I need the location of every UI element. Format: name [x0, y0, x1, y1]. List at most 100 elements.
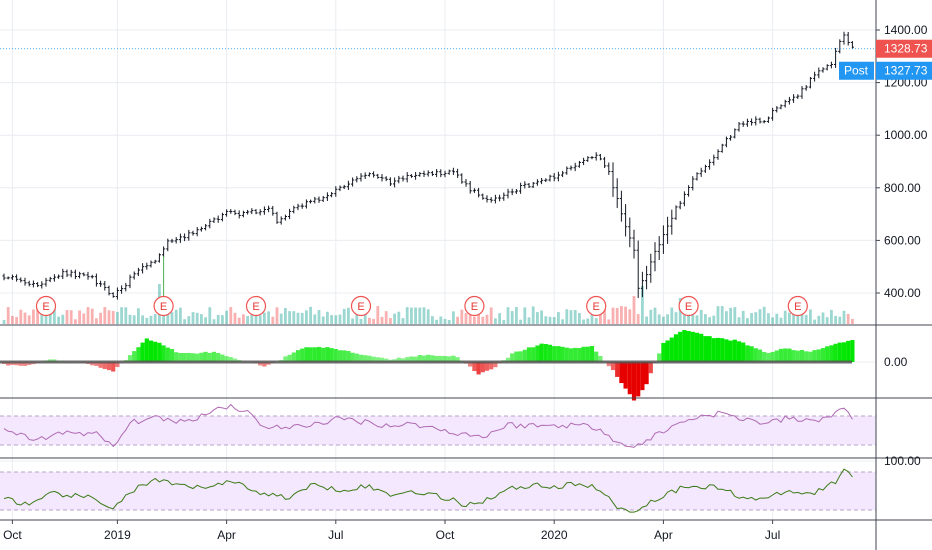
volume-bar-4	[19, 310, 22, 324]
volume-bar-146	[616, 308, 619, 324]
volume-bar-196	[826, 317, 829, 324]
volume-bar-97	[410, 308, 413, 324]
volume-bar-23	[99, 313, 102, 324]
volume-bar-92	[389, 318, 392, 324]
macd-bar-199	[838, 343, 842, 362]
macd-bar-133	[561, 347, 565, 362]
earnings-marker-label-3: E	[357, 301, 364, 313]
macd-bar-159	[670, 338, 674, 362]
volume-bar-74	[313, 314, 316, 324]
volume-bar-76	[322, 316, 325, 324]
volume-bar-18	[78, 310, 81, 324]
macd-bar-130	[548, 345, 552, 362]
macd-bar-139	[586, 347, 590, 362]
volume-bar-57	[242, 314, 245, 324]
volume-bar-26	[112, 311, 115, 324]
volume-bar-149	[628, 309, 631, 324]
volume-bar-167	[704, 314, 707, 324]
volume-bar-133	[561, 319, 564, 324]
volume-bar-169	[712, 316, 715, 324]
macd-bar-128	[540, 344, 544, 362]
volume-bar-42	[179, 308, 182, 324]
macd-bar-125	[527, 347, 531, 362]
macd-bar-35	[149, 341, 153, 362]
volume-bar-183	[771, 317, 774, 324]
macd-bar-122	[514, 352, 518, 362]
macd-bar-127	[535, 345, 539, 362]
volume-bar-137	[578, 313, 581, 324]
volume-bar-73	[309, 307, 312, 324]
volume-bar-78	[330, 315, 333, 324]
volume-bar-45	[192, 312, 195, 324]
x-tick-label-4: Oct	[436, 528, 455, 542]
volume-bar-144	[607, 319, 610, 324]
volume-bar-128	[540, 310, 543, 324]
macd-bar-175	[737, 341, 741, 362]
macd-bar-187	[787, 349, 791, 362]
x-tick-label-1: 2019	[104, 528, 131, 542]
volume-bar-51	[217, 315, 220, 324]
volume-bar-151	[637, 314, 640, 324]
volume-bar-34	[145, 318, 148, 324]
volume-bar-116	[490, 307, 493, 324]
volume-bar-122	[515, 307, 518, 324]
x-tick-label-5: 2020	[541, 528, 568, 542]
volume-bar-114	[481, 317, 484, 324]
volume-bar-69	[292, 311, 295, 324]
macd-bar-163	[687, 331, 691, 362]
volume-bar-67	[284, 308, 287, 324]
macd-bar-126	[531, 347, 535, 362]
volume-bar-162	[683, 315, 686, 324]
macd-bar-190	[800, 350, 804, 362]
y-tick-label-0: 1400.00	[884, 23, 928, 37]
volume-bar-129	[544, 316, 547, 324]
macd-bar-136	[573, 348, 577, 362]
volume-bar-44	[187, 316, 190, 324]
macd-bar-198	[834, 344, 838, 362]
volume-bar-5	[24, 313, 27, 324]
volume-bar-53	[225, 311, 228, 324]
volume-bar-90	[381, 317, 384, 324]
macd-bar-193	[813, 350, 817, 362]
volume-bar-191	[805, 315, 808, 324]
volume-bar-112	[473, 317, 476, 324]
volume-bar-160	[675, 312, 678, 324]
macd-bar-138	[582, 347, 586, 362]
volume-bar-194	[817, 316, 820, 324]
macd-bar-141	[594, 352, 598, 362]
volume-bar-184	[775, 314, 778, 324]
volume-bar-155	[654, 308, 657, 324]
volume-bar-138	[582, 320, 585, 324]
macd-bar-181	[762, 352, 766, 362]
volume-bar-54	[229, 307, 232, 324]
volume-bar-172	[725, 311, 728, 324]
macd-bar-77	[325, 347, 329, 362]
volume-bar-38	[162, 316, 165, 324]
macd-bar-157	[661, 343, 665, 362]
volume-bar-201	[847, 314, 850, 324]
volume-bar-15	[66, 310, 69, 324]
macd-bar-178	[750, 346, 754, 362]
osc2-band	[0, 472, 876, 510]
volume-bar-71	[301, 313, 304, 324]
volume-bar-95	[402, 318, 405, 324]
volume-bar-171	[721, 306, 724, 324]
volume-bar-82	[347, 308, 350, 324]
volume-bar-123	[519, 320, 522, 324]
macd-bar-162	[682, 330, 686, 362]
macd-bar-73	[309, 347, 313, 362]
x-tick-label-2: Apr	[217, 528, 236, 542]
volume-bar-65	[276, 307, 279, 324]
macd-bar-78	[330, 348, 334, 362]
macd-bar-172	[724, 339, 728, 362]
volume-bar-158	[666, 314, 669, 324]
volume-bar-199	[838, 317, 841, 324]
macd-bar-165	[695, 333, 699, 362]
volume-bar-159	[670, 308, 673, 324]
macd-bar-185	[779, 349, 783, 362]
volume-bar-135	[570, 310, 573, 324]
volume-bar-175	[738, 317, 741, 324]
volume-bar-157	[662, 317, 665, 324]
volume-bar-110	[465, 313, 468, 324]
